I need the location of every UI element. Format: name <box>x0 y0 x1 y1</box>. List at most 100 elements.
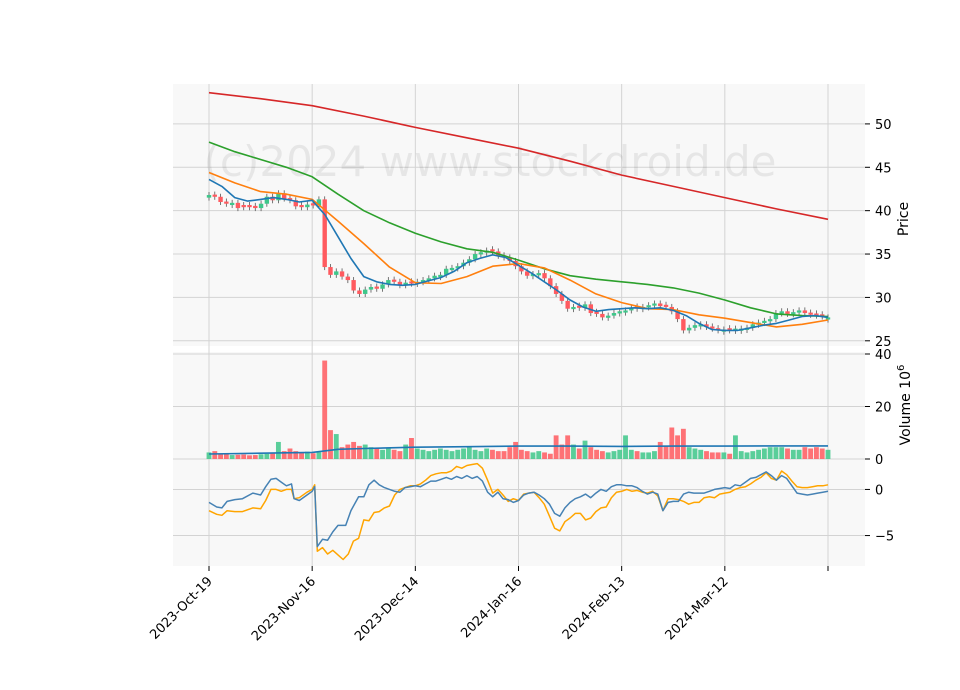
candle-body <box>820 314 825 317</box>
candle-body <box>600 313 605 318</box>
candle-body <box>374 286 379 289</box>
volume-bar <box>733 435 738 459</box>
candle-body <box>368 287 374 290</box>
volume-bar <box>553 435 559 459</box>
candle-body <box>282 193 287 199</box>
volume-bar <box>351 441 357 459</box>
volume-bar <box>790 449 796 459</box>
x-tick-label: 2023-Dec-14 <box>352 574 422 644</box>
candle-body <box>235 202 241 209</box>
candle-body <box>605 315 611 318</box>
volume-bar <box>623 435 628 459</box>
oscillator-tick-label: −5 <box>875 530 894 545</box>
volume-bar <box>212 451 218 459</box>
volume-bar <box>507 447 513 459</box>
volume-bar <box>403 444 409 459</box>
volume-bar <box>611 451 617 459</box>
candle-body <box>785 311 790 314</box>
x-tick-label: 2023-Nov-16 <box>249 574 319 644</box>
candle-body <box>397 281 403 286</box>
volume-bar <box>426 451 432 459</box>
candle-body <box>519 266 524 272</box>
candle-body <box>380 284 385 289</box>
volume-bar <box>223 454 229 459</box>
volume-bar <box>802 447 808 459</box>
volume-bar <box>756 449 762 459</box>
price-axis-label: Price <box>896 202 912 236</box>
volume-bar <box>495 451 501 459</box>
volume-bar <box>362 444 368 459</box>
candle-body <box>825 317 831 320</box>
volume-bar <box>304 451 310 459</box>
volume-bar <box>281 451 287 459</box>
candle-body <box>443 268 449 275</box>
volume-bar <box>478 451 484 459</box>
candle-body <box>409 281 414 284</box>
candle-body <box>264 196 270 204</box>
oscillator-blue-line <box>208 471 829 548</box>
volume-bar <box>380 449 385 459</box>
volume-bar <box>738 451 744 459</box>
volume-tick-label: 0 <box>875 453 883 468</box>
volume-bar <box>287 448 293 459</box>
volume-bar <box>652 451 657 459</box>
price-tick-label: 50 <box>875 118 892 133</box>
volume-bar <box>588 447 594 459</box>
volume-bar <box>646 452 652 459</box>
price-tick-label: 25 <box>875 335 892 350</box>
candle-body <box>241 205 246 208</box>
candle-body <box>258 203 264 209</box>
volume-bar <box>299 452 304 459</box>
volume-bar <box>466 447 472 459</box>
volume-bar <box>582 440 588 459</box>
candle-body <box>316 199 322 206</box>
candle-body <box>536 273 541 276</box>
candle-body <box>455 266 460 269</box>
volume-bar <box>449 451 455 459</box>
candle-body <box>426 278 432 281</box>
candle-body <box>287 198 293 201</box>
volume-bar <box>698 449 704 459</box>
volume-bar <box>605 452 611 459</box>
volume-bar <box>484 448 490 459</box>
volume-bar <box>530 452 536 459</box>
candle-body <box>588 304 594 314</box>
candle-body <box>559 293 565 301</box>
volume-bar <box>594 449 600 459</box>
volume-bar <box>808 448 814 459</box>
candle-body <box>293 200 298 207</box>
candle-body <box>218 196 223 202</box>
candle-body <box>710 326 715 329</box>
volume-bar <box>796 449 802 459</box>
volume-bar <box>368 447 374 459</box>
candle-body <box>345 276 351 281</box>
volume-bar <box>524 451 530 459</box>
volume-bar <box>490 449 495 459</box>
candle-body <box>438 274 443 278</box>
volume-bar <box>819 448 825 459</box>
volume-bar <box>704 451 709 459</box>
volume-bar <box>409 438 414 459</box>
volume-bar <box>322 360 328 459</box>
candle-body <box>762 320 767 324</box>
ma-blue-line <box>208 178 829 332</box>
candle-body <box>675 311 680 320</box>
volume-bar <box>669 427 675 459</box>
candle-body <box>582 304 588 308</box>
volume-bar <box>663 445 669 459</box>
candle-body <box>524 271 530 276</box>
candle-body <box>663 304 669 307</box>
volume-bar <box>420 449 426 459</box>
price-tick-label: 35 <box>875 248 892 263</box>
volume-bar <box>229 455 235 459</box>
volume-bar <box>814 447 819 459</box>
volume-bar <box>634 451 640 459</box>
volume-bar <box>680 428 686 459</box>
volume-bar <box>559 444 565 459</box>
candle-body <box>814 313 819 316</box>
candle-body <box>420 280 426 283</box>
volume-bar <box>316 452 322 459</box>
series-lines <box>208 91 829 561</box>
ma-red-line <box>208 91 829 221</box>
candle-body <box>808 312 813 315</box>
